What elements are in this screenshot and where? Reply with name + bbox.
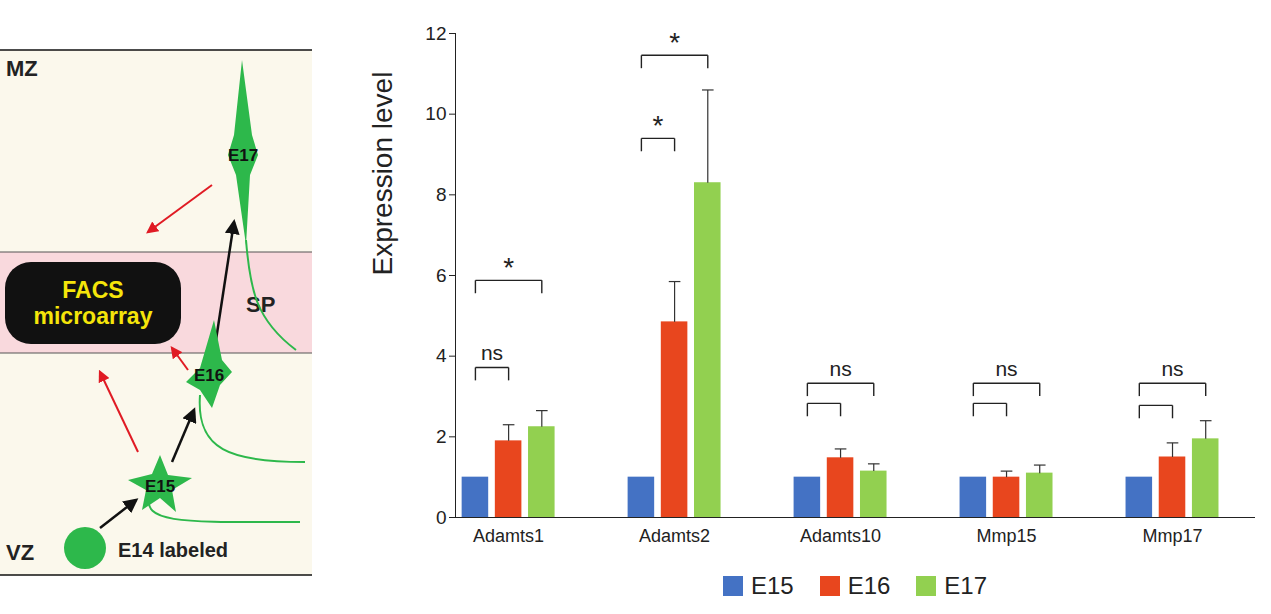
- svg-text:E17: E17: [228, 146, 258, 165]
- svg-text:*: *: [669, 27, 680, 58]
- svg-text:E16: E16: [194, 366, 224, 385]
- svg-text:6: 6: [436, 265, 447, 286]
- svg-text:2: 2: [436, 426, 447, 447]
- svg-text:VZ: VZ: [6, 540, 34, 565]
- svg-text:4: 4: [436, 345, 447, 366]
- svg-text:12: 12: [425, 23, 446, 44]
- svg-text:Mmp17: Mmp17: [1142, 526, 1202, 546]
- svg-text:10: 10: [425, 103, 446, 124]
- html-text:E16: E16: [847, 572, 891, 599]
- svg-text:MZ: MZ: [6, 56, 38, 81]
- svg-text:SP: SP: [246, 292, 275, 317]
- svg-text:ns: ns: [995, 357, 1017, 380]
- svg-text:ns: ns: [829, 357, 851, 380]
- svg-text:*: *: [653, 110, 664, 141]
- html-text:E17: E17: [944, 572, 987, 599]
- svg-text:Expression level: Expression level: [367, 72, 398, 276]
- svg-text:Adamts2: Adamts2: [639, 526, 710, 546]
- svg-text:0: 0: [436, 507, 447, 528]
- svg-text:E14 labeled: E14 labeled: [118, 539, 228, 561]
- svg-text:ns: ns: [481, 341, 503, 364]
- svg-text:Adamts1: Adamts1: [473, 526, 544, 546]
- svg-text:microarray: microarray: [34, 303, 153, 329]
- svg-text:E15: E15: [145, 477, 175, 496]
- html-text:E15: E15: [750, 572, 794, 599]
- svg-text:FACS: FACS: [62, 277, 123, 303]
- svg-text:Adamts10: Adamts10: [800, 526, 881, 546]
- svg-text:ns: ns: [1161, 357, 1183, 380]
- svg-text:8: 8: [436, 184, 447, 205]
- svg-text:*: *: [503, 252, 514, 283]
- svg-text:Mmp15: Mmp15: [977, 526, 1037, 546]
